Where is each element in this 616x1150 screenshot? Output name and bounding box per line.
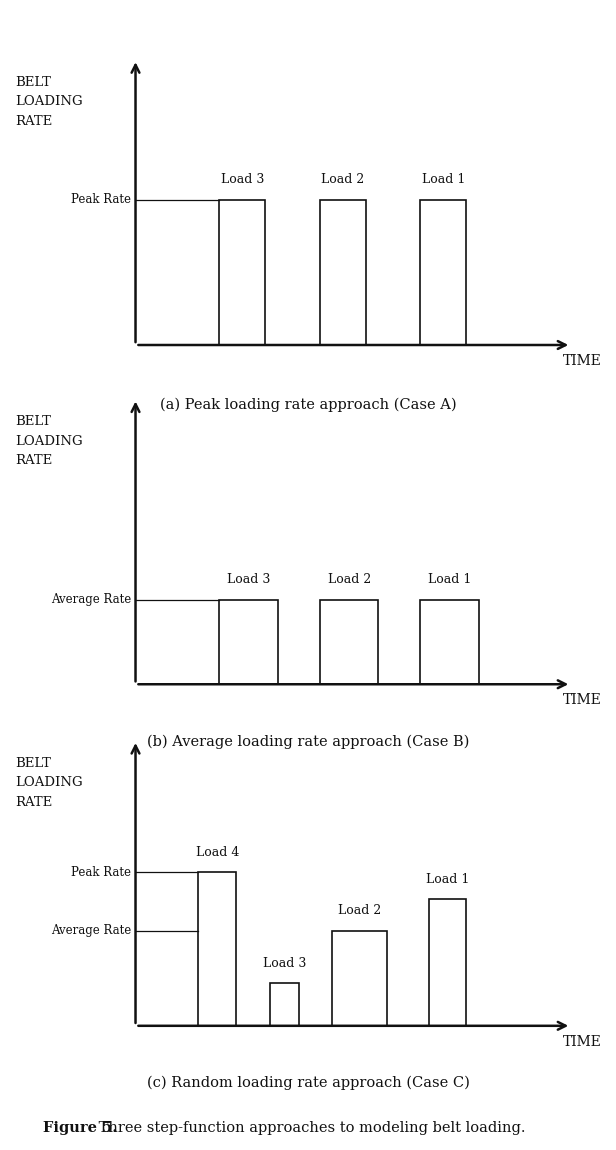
Bar: [320, 599, 378, 684]
Text: Load 3: Load 3: [262, 957, 306, 971]
Bar: [420, 200, 466, 345]
Bar: [420, 599, 479, 684]
Text: Average Rate: Average Rate: [51, 925, 131, 937]
Text: LOADING: LOADING: [15, 435, 83, 447]
Bar: [320, 200, 366, 345]
Text: (a) Peak loading rate approach (Case A): (a) Peak loading rate approach (Case A): [160, 398, 456, 412]
Text: Load 3: Load 3: [227, 574, 270, 586]
Text: Peak Rate: Peak Rate: [71, 866, 131, 879]
Bar: [270, 983, 299, 1026]
Bar: [333, 930, 387, 1026]
Text: LOADING: LOADING: [15, 95, 83, 108]
Text: RATE: RATE: [15, 115, 52, 128]
Text: Load 3: Load 3: [221, 174, 264, 186]
Text: Load 1: Load 1: [426, 873, 469, 886]
Text: TIME: TIME: [562, 1035, 602, 1049]
Text: TIME: TIME: [562, 354, 602, 368]
Text: RATE: RATE: [15, 796, 52, 808]
Text: Figure 5.: Figure 5.: [43, 1121, 118, 1135]
Text: Load 1: Load 1: [428, 574, 471, 586]
Text: Load 1: Load 1: [422, 174, 465, 186]
Text: BELT: BELT: [15, 76, 51, 89]
Bar: [219, 200, 265, 345]
Bar: [429, 899, 466, 1026]
Bar: [219, 599, 278, 684]
Text: TIME: TIME: [562, 693, 602, 707]
Text: Load 2: Load 2: [321, 174, 365, 186]
Bar: [198, 873, 236, 1026]
Text: Load 2: Load 2: [328, 574, 371, 586]
Text: Three step-function approaches to modeling belt loading.: Three step-function approaches to modeli…: [94, 1121, 525, 1135]
Text: Load 2: Load 2: [338, 904, 381, 918]
Text: Average Rate: Average Rate: [51, 593, 131, 606]
Text: BELT: BELT: [15, 757, 51, 769]
Text: RATE: RATE: [15, 454, 52, 467]
Text: (b) Average loading rate approach (Case B): (b) Average loading rate approach (Case …: [147, 735, 469, 749]
Text: (c) Random loading rate approach (Case C): (c) Random loading rate approach (Case C…: [147, 1076, 469, 1090]
Text: BELT: BELT: [15, 415, 51, 428]
Text: Load 4: Load 4: [195, 846, 239, 859]
Text: LOADING: LOADING: [15, 776, 83, 789]
Text: Peak Rate: Peak Rate: [71, 193, 131, 206]
